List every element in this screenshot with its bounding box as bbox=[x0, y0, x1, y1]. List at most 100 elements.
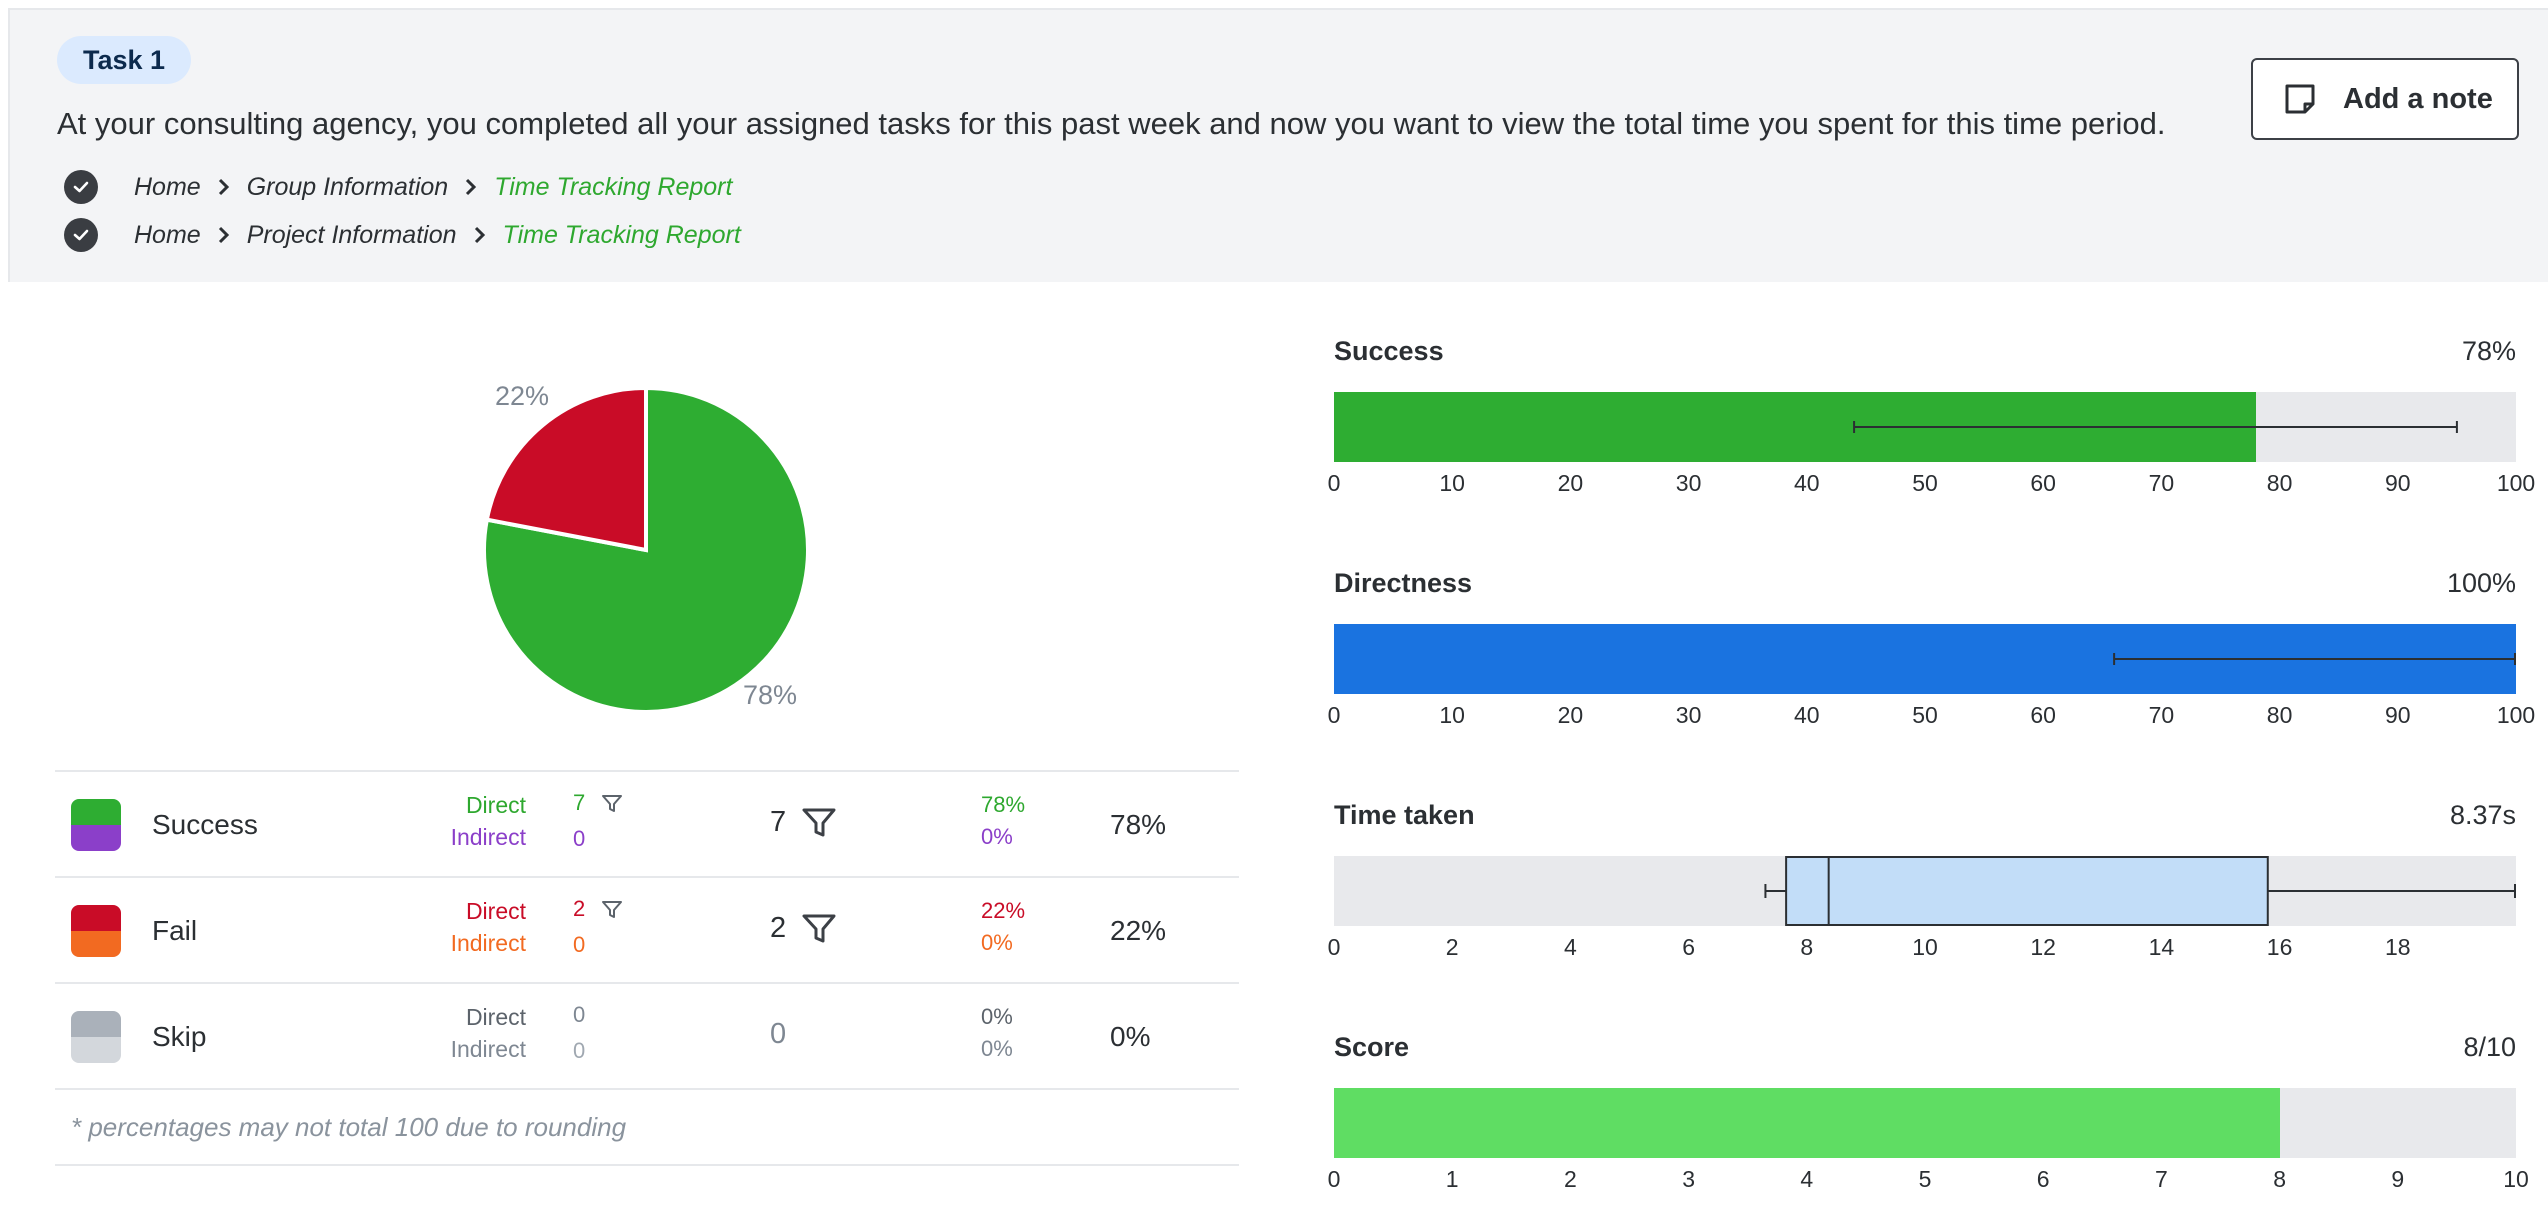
direct-label: Direct bbox=[465, 792, 526, 818]
axis-tick-label: 60 bbox=[2030, 470, 2056, 496]
pie-label-fail: 22% bbox=[495, 381, 550, 411]
axis-tick-label: 0 bbox=[1327, 702, 1341, 728]
correct-path-1: Home Group Information Time Tracking Rep… bbox=[64, 170, 732, 204]
confidence-interval bbox=[1853, 421, 2458, 433]
axis-tick-label: 3 bbox=[1682, 1166, 1695, 1192]
axis-tick-label: 40 bbox=[1794, 470, 1820, 496]
filter-icon[interactable] bbox=[601, 900, 623, 925]
filter-icon[interactable] bbox=[802, 913, 836, 945]
iqr-box bbox=[1785, 856, 2269, 926]
direct-count: 2 bbox=[573, 896, 586, 921]
axis-tick-label: 2 bbox=[1445, 934, 1459, 960]
metric-value: 100% bbox=[2446, 568, 2516, 598]
metric-axis: 0 1 2 3 4 5 6 7 8 9 10 bbox=[1328, 1158, 2529, 1198]
direct-percent: 78% bbox=[981, 792, 1026, 817]
pie-label-success: 78% bbox=[743, 680, 798, 710]
metric-value: 8/10 bbox=[2463, 1032, 2516, 1062]
row-total: 2 bbox=[770, 912, 836, 945]
indirect-label: Indirect bbox=[450, 1036, 526, 1062]
metric-axis: 0 2 4 6 8 10 12 14 16 18 bbox=[1328, 926, 2516, 966]
axis-tick-label: 14 bbox=[2148, 934, 2175, 960]
task-header: Task 1 At your consulting agency, you co… bbox=[8, 8, 2548, 282]
correct-path-2: Home Project Information Time Tracking R… bbox=[64, 218, 741, 252]
axis-tick-label: 9 bbox=[2391, 1166, 2405, 1192]
chevron-right-icon bbox=[473, 225, 487, 245]
axis-tick-label: 4 bbox=[1563, 934, 1577, 960]
axis-tick-label: 18 bbox=[2385, 934, 2411, 960]
direct-count: 0 bbox=[573, 1002, 586, 1027]
axis-tick-label: 30 bbox=[1675, 702, 1702, 728]
total-count: 2 bbox=[770, 912, 787, 944]
table-row-fail: Fail Direct Indirect 2 0 2 22% 0% 22% bbox=[55, 876, 1239, 982]
success-metric: Success 78% 0 10 20 30 40 50 60 70 80 90 100 bbox=[1328, 336, 2536, 516]
table-row-skip: Skip Direct Indirect 0 0 0 0% 0% 0% bbox=[55, 982, 1239, 1088]
add-note-label: Add a note bbox=[2343, 82, 2493, 115]
time-taken-metric: Time taken 8.37s 0 2 4 6 8 10 12 14 16 18 bbox=[1328, 800, 2516, 980]
check-circle-icon bbox=[64, 218, 98, 252]
legend-swatch bbox=[71, 905, 121, 957]
axis-tick-label: 12 bbox=[2030, 934, 2056, 960]
breadcrumb-destination: Time Tracking Report bbox=[494, 172, 733, 201]
indirect-count: 0 bbox=[573, 932, 586, 957]
total-count: 0 bbox=[770, 1018, 787, 1050]
table-row-success: Success Direct Indirect 7 0 7 78% 0% 78% bbox=[55, 770, 1239, 876]
axis-tick-label: 100 bbox=[2496, 702, 2536, 728]
direct-label: Direct bbox=[465, 898, 526, 924]
metric-axis: 0 10 20 30 40 50 60 70 80 90 100 bbox=[1328, 462, 2536, 502]
indirect-percent: 0% bbox=[981, 1036, 1013, 1061]
axis-tick-label: 0 bbox=[1327, 934, 1341, 960]
metric-axis: 0 10 20 30 40 50 60 70 80 90 100 bbox=[1328, 694, 2536, 734]
axis-tick-label: 80 bbox=[2266, 702, 2293, 728]
add-note-button[interactable]: Add a note bbox=[2251, 58, 2519, 140]
axis-tick-label: 70 bbox=[2148, 702, 2175, 728]
indirect-percent: 0% bbox=[981, 930, 1013, 955]
axis-tick-label: 50 bbox=[1912, 470, 1938, 496]
axis-tick-label: 6 bbox=[2036, 1166, 2050, 1192]
axis-tick-label: 30 bbox=[1675, 470, 1702, 496]
confidence-interval bbox=[2113, 653, 2516, 665]
chevron-right-icon bbox=[217, 225, 231, 245]
axis-tick-label: 7 bbox=[2154, 1166, 2168, 1192]
axis-tick-label: 16 bbox=[2266, 934, 2293, 960]
axis-tick-label: 40 bbox=[1794, 702, 1820, 728]
task-description: At your consulting agency, you completed… bbox=[57, 106, 2166, 141]
score-metric: Score 8/10 0 1 2 3 4 5 6 7 8 9 10 bbox=[1328, 1032, 2529, 1212]
metric-value: 8.37s bbox=[2449, 800, 2516, 830]
axis-tick-label: 60 bbox=[2030, 702, 2056, 728]
axis-tick-label: 10 bbox=[2503, 1166, 2529, 1192]
axis-tick-label: 2 bbox=[1563, 1166, 1577, 1192]
directness-metric: Directness 100% 0 10 20 30 40 50 60 70 80 90 100 bbox=[1328, 568, 2536, 748]
breadcrumb-item: Project Information bbox=[246, 220, 457, 249]
axis-tick-label: 80 bbox=[2266, 470, 2293, 496]
axis-tick-label: 100 bbox=[2496, 470, 2536, 496]
filter-icon[interactable] bbox=[601, 794, 623, 819]
chevron-right-icon bbox=[464, 177, 478, 197]
metric-title: Score bbox=[1334, 1032, 1410, 1062]
axis-tick-label: 8 bbox=[1800, 934, 1814, 960]
indirect-count: 0 bbox=[573, 1038, 586, 1063]
axis-tick-label: 90 bbox=[2385, 470, 2411, 496]
metric-track bbox=[1334, 1088, 2516, 1158]
rounding-footnote: * percentages may not total 100 due to r… bbox=[71, 1112, 627, 1142]
axis-tick-label: 1 bbox=[1445, 1166, 1459, 1192]
overall-percent: 0% bbox=[1110, 1021, 1151, 1052]
time-box-plot bbox=[1764, 856, 2516, 926]
axis-tick-label: 8 bbox=[2273, 1166, 2286, 1192]
direct-percent: 22% bbox=[981, 898, 1026, 923]
breadcrumb-item: Group Information bbox=[246, 172, 449, 201]
axis-tick-label: 5 bbox=[1918, 1166, 1932, 1192]
axis-tick-label: 70 bbox=[2148, 470, 2175, 496]
axis-tick-label: 50 bbox=[1912, 702, 1938, 728]
footnote-row: * percentages may not total 100 due to r… bbox=[55, 1088, 1239, 1166]
breadcrumb-destination: Time Tracking Report bbox=[502, 220, 741, 249]
indirect-label: Indirect bbox=[450, 930, 526, 956]
legend-swatch bbox=[71, 1011, 121, 1063]
axis-tick-label: 90 bbox=[2385, 702, 2411, 728]
filter-icon[interactable] bbox=[802, 807, 836, 839]
overall-percent: 78% bbox=[1110, 809, 1167, 840]
axis-tick-label: 6 bbox=[1682, 934, 1695, 960]
legend-swatch bbox=[71, 799, 121, 851]
pie-svg bbox=[482, 385, 810, 714]
breadcrumb-item: Home bbox=[134, 220, 201, 249]
row-label: Fail bbox=[152, 915, 198, 946]
